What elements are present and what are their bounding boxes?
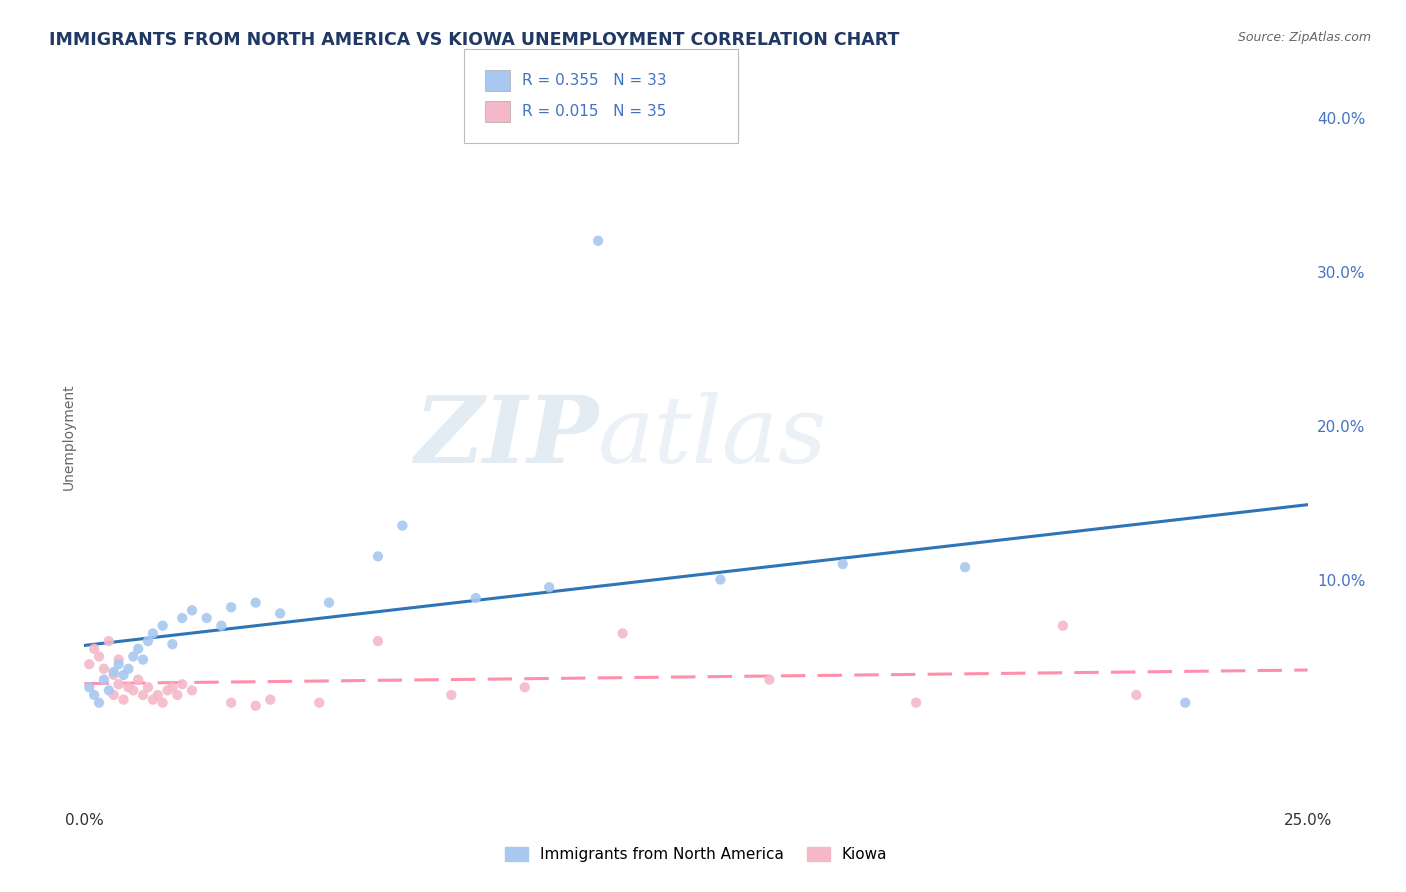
Point xyxy=(513,681,536,695)
Point xyxy=(132,688,155,702)
Point xyxy=(709,573,731,587)
Point xyxy=(142,626,165,640)
Point xyxy=(122,649,145,664)
Point xyxy=(152,618,174,632)
Point xyxy=(219,696,242,710)
Point xyxy=(166,688,188,702)
Point xyxy=(136,681,159,695)
Point xyxy=(831,557,853,571)
Point xyxy=(127,641,149,656)
Text: R = 0.015   N = 35: R = 0.015 N = 35 xyxy=(522,104,666,119)
Point xyxy=(245,698,267,713)
Text: R = 0.355   N = 33: R = 0.355 N = 33 xyxy=(522,73,666,87)
Point xyxy=(318,596,340,610)
Point xyxy=(1174,696,1197,710)
Point xyxy=(181,683,204,698)
Point xyxy=(142,692,165,706)
Point xyxy=(245,596,267,610)
Point xyxy=(103,665,125,679)
Point xyxy=(83,688,105,702)
Point xyxy=(107,652,129,666)
Point xyxy=(219,600,242,615)
Point xyxy=(162,681,184,695)
Point xyxy=(181,603,204,617)
Point xyxy=(93,662,115,676)
Point xyxy=(172,677,194,691)
Point xyxy=(132,652,155,666)
Point xyxy=(112,668,135,682)
Point xyxy=(117,662,139,676)
Point xyxy=(107,677,129,691)
Point xyxy=(1052,618,1074,632)
Point xyxy=(107,657,129,672)
Point xyxy=(464,591,486,605)
Point xyxy=(87,696,110,710)
Point xyxy=(97,634,120,648)
Point xyxy=(538,580,561,594)
Point xyxy=(156,683,179,698)
Point xyxy=(391,518,413,533)
Point xyxy=(103,688,125,702)
Point xyxy=(612,626,634,640)
Point xyxy=(195,611,218,625)
Point xyxy=(103,668,125,682)
Point xyxy=(586,234,609,248)
Point xyxy=(269,607,291,621)
Legend: Immigrants from North America, Kiowa: Immigrants from North America, Kiowa xyxy=(499,841,893,868)
Point xyxy=(152,696,174,710)
Point xyxy=(87,649,110,664)
Point xyxy=(83,641,105,656)
Point xyxy=(117,681,139,695)
Text: atlas: atlas xyxy=(598,392,828,482)
Point xyxy=(259,692,281,706)
Text: Source: ZipAtlas.com: Source: ZipAtlas.com xyxy=(1237,31,1371,45)
Point xyxy=(127,673,149,687)
Point xyxy=(162,637,184,651)
Point xyxy=(172,611,194,625)
Point xyxy=(1125,688,1147,702)
Point xyxy=(367,549,389,564)
Point xyxy=(122,683,145,698)
Point xyxy=(77,657,100,672)
Text: ZIP: ZIP xyxy=(413,392,598,482)
Point xyxy=(136,634,159,648)
Point xyxy=(146,688,169,702)
Point xyxy=(209,618,232,632)
Point xyxy=(367,634,389,648)
Y-axis label: Unemployment: Unemployment xyxy=(62,384,76,491)
Point xyxy=(953,560,976,574)
Point xyxy=(97,683,120,698)
Point xyxy=(93,673,115,687)
Point xyxy=(308,696,330,710)
Point xyxy=(440,688,463,702)
Point xyxy=(905,696,928,710)
Point xyxy=(77,681,100,695)
Text: IMMIGRANTS FROM NORTH AMERICA VS KIOWA UNEMPLOYMENT CORRELATION CHART: IMMIGRANTS FROM NORTH AMERICA VS KIOWA U… xyxy=(49,31,900,49)
Point xyxy=(758,673,780,687)
Point xyxy=(112,692,135,706)
